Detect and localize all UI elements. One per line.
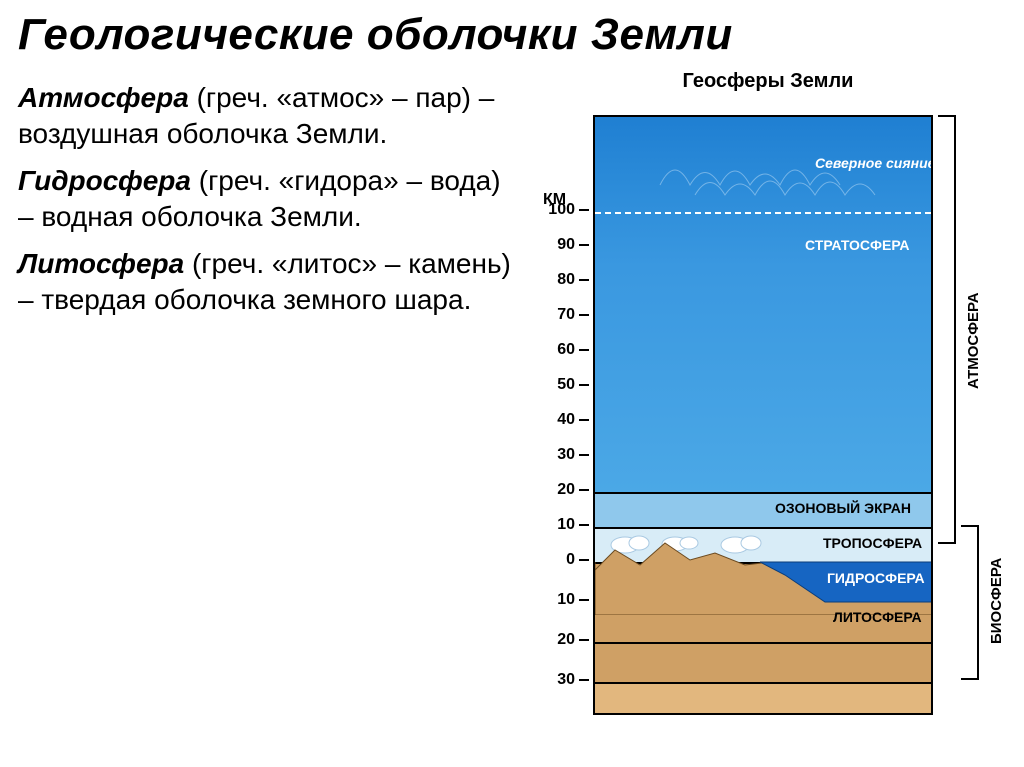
scale-tick-dash (579, 209, 589, 211)
definitions-column: Атмосфера (греч. «атмос» – пар) – воздуш… (18, 70, 513, 719)
scale-tick: 70 (545, 306, 593, 324)
scale-tick: 30 (545, 446, 593, 464)
stratosphere-label: СТРАТОСФЕРА (805, 237, 910, 253)
def-atmosphere: Атмосфера (греч. «атмос» – пар) – воздуш… (18, 80, 513, 153)
scale-tick: 20 (545, 481, 593, 499)
line-minus30 (595, 682, 931, 684)
layer-lithosphere-low (595, 682, 931, 715)
bracket-biosphere-label: БИОСФЕРА (988, 558, 1005, 644)
chart-box: Северное сияние СТРАТОСФЕРА ОЗОНОВЫЙ ЭКР… (593, 115, 933, 715)
scale-tick: 20 (545, 631, 593, 649)
scale-tick-value: 30 (545, 671, 575, 689)
scale-tick: 10 (545, 516, 593, 534)
scale-tick: 100 (545, 201, 593, 219)
scale-tick-dash (579, 559, 589, 561)
dashed-100km-line (595, 212, 931, 214)
scale-tick-value: 30 (545, 446, 575, 464)
geosphere-diagram: Геосферы Земли КМ 1009080706050403020100… (533, 70, 1003, 719)
diagram-frame: КМ 1009080706050403020100102030 (533, 99, 1003, 719)
scale-tick-dash (579, 419, 589, 421)
term-atmosphere: Атмосфера (18, 82, 189, 113)
bracket-atmosphere-label: АТМОСФЕРА (965, 292, 982, 389)
scale-tick-value: 40 (545, 411, 575, 429)
scale-tick-value: 10 (545, 591, 575, 609)
content-row: Атмосфера (греч. «атмос» – пар) – воздуш… (18, 70, 1006, 719)
scale-tick-dash (579, 349, 589, 351)
scale-tick-value: 60 (545, 341, 575, 359)
aurora-icon (655, 145, 905, 200)
scale-tick: 50 (545, 376, 593, 394)
scale-tick-value: 100 (545, 201, 575, 219)
scale-tick-value: 20 (545, 631, 575, 649)
scale-tick: 80 (545, 271, 593, 289)
bracket-biosphere (961, 525, 979, 680)
scale-tick-dash (579, 599, 589, 601)
def-hydrosphere: Гидросфера (греч. «гидора» – вода) – вод… (18, 163, 513, 236)
scale-tick-value: 10 (545, 516, 575, 534)
lithosphere-label: ЛИТОСФЕРА (833, 609, 922, 625)
aurora-label: Северное сияние (815, 155, 933, 171)
scale-tick: 40 (545, 411, 593, 429)
scale-tick: 30 (545, 671, 593, 689)
ozone-label: ОЗОНОВЫЙ ЭКРАН (775, 500, 911, 516)
scale-tick-dash (579, 384, 589, 386)
scale-tick-dash (579, 244, 589, 246)
diagram-title: Геосферы Земли (533, 70, 1003, 93)
line-minus20 (595, 642, 931, 644)
scale-tick-value: 20 (545, 481, 575, 499)
scale-tick: 0 (545, 551, 593, 569)
term-lithosphere: Литосфера (18, 248, 184, 279)
page-title: Геологические оболочки Земли (18, 10, 1006, 60)
scale-tick-value: 80 (545, 271, 575, 289)
scale-tick-value: 50 (545, 376, 575, 394)
scale-tick-dash (579, 314, 589, 316)
scale-tick: 90 (545, 236, 593, 254)
bracket-atmosphere (938, 115, 956, 544)
scale-tick-value: 90 (545, 236, 575, 254)
scale-tick-dash (579, 639, 589, 641)
scale-tick-dash (579, 489, 589, 491)
def-lithosphere: Литосфера (греч. «литос» – камень) – тве… (18, 246, 513, 319)
scale-tick: 10 (545, 591, 593, 609)
scale-tick-dash (579, 524, 589, 526)
line-ozone-top (595, 492, 931, 494)
scale-tick-dash (579, 454, 589, 456)
scale-tick-dash (579, 679, 589, 681)
scale-tick: 60 (545, 341, 593, 359)
scale-tick-value: 0 (545, 551, 575, 569)
hydrosphere-label: ГИДРОСФЕРА (827, 570, 925, 586)
term-hydrosphere: Гидросфера (18, 165, 191, 196)
scale-tick-value: 70 (545, 306, 575, 324)
scale-tick-dash (579, 279, 589, 281)
